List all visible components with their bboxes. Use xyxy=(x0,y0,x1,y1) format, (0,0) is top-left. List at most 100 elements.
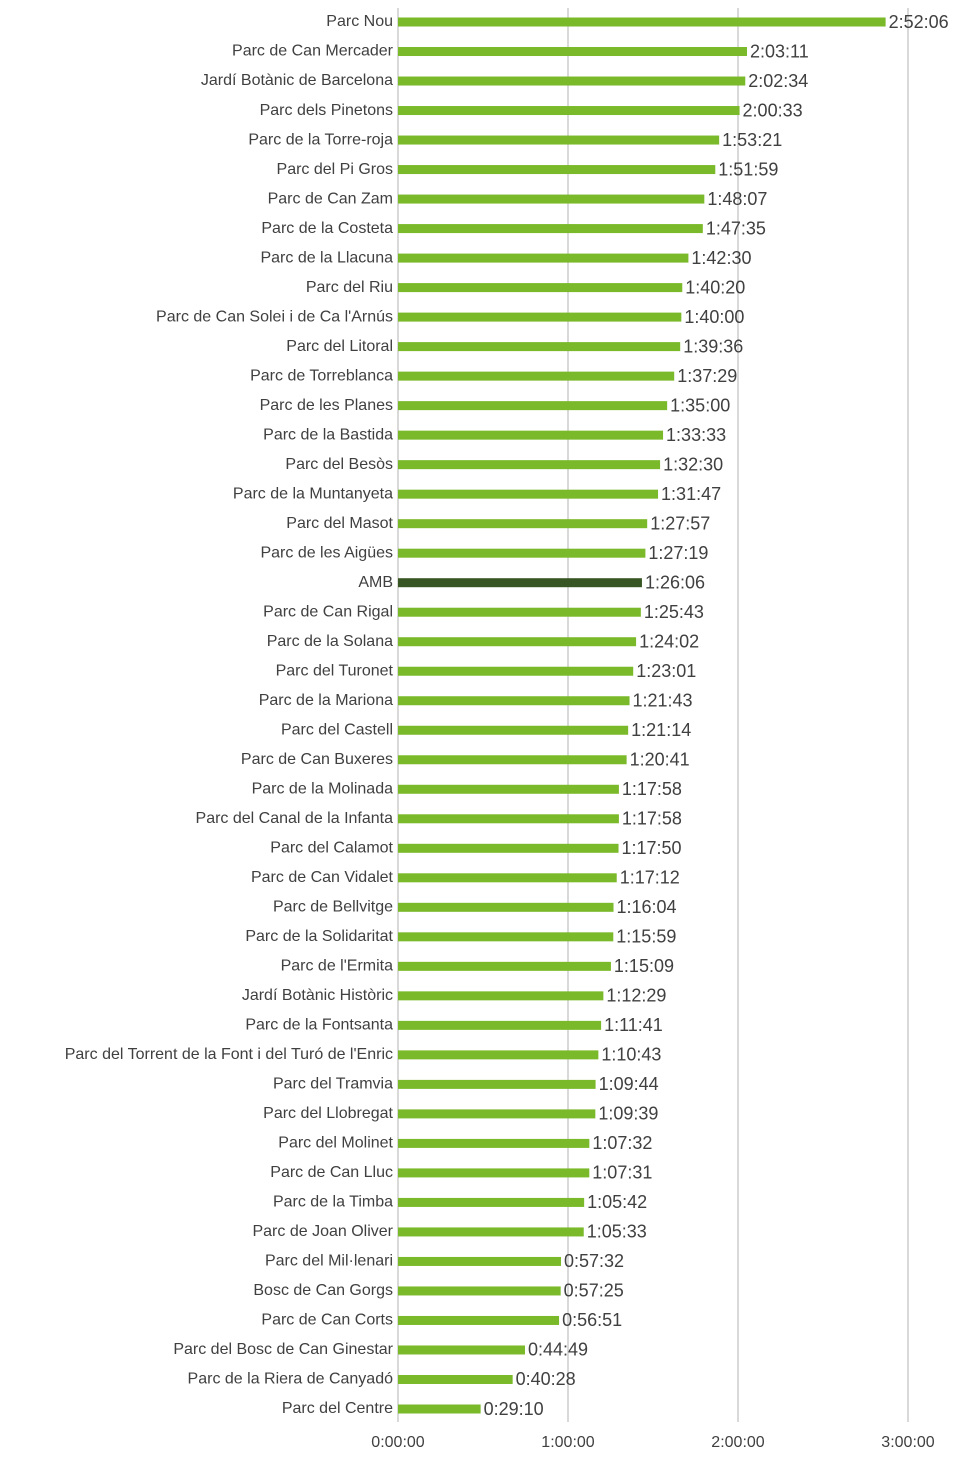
data-label: 1:17:58 xyxy=(622,779,682,799)
y-tick-label: Parc de la Fontsanta xyxy=(245,1017,393,1034)
bar xyxy=(398,1197,585,1207)
y-tick-label: Jardí Botànic Històric xyxy=(242,987,393,1004)
y-tick-label: Parc del Canal de la Infanta xyxy=(196,810,394,827)
y-tick-label: Parc del Llobregat xyxy=(263,1105,393,1122)
y-tick-label: Parc del Bosc de Can Ginestar xyxy=(173,1341,393,1358)
data-label: 1:10:43 xyxy=(601,1045,661,1065)
bar xyxy=(398,1227,584,1237)
y-tick-label: Parc de la Solidaritat xyxy=(245,928,393,945)
y-tick-label: Parc del Centre xyxy=(282,1400,393,1417)
bar xyxy=(398,1168,590,1178)
bar xyxy=(398,1138,590,1148)
data-label: 1:20:41 xyxy=(630,750,690,770)
bar xyxy=(398,17,886,27)
x-tick-label: 1:00:00 xyxy=(541,1434,594,1451)
data-label: 1:42:30 xyxy=(691,248,751,268)
data-label: 1:24:02 xyxy=(639,631,699,651)
x-tick-label: 3:00:00 xyxy=(881,1434,934,1451)
bar xyxy=(398,991,604,1001)
bar xyxy=(398,430,664,440)
data-label: 1:23:01 xyxy=(636,661,696,681)
y-tick-label: Parc de la Solana xyxy=(267,633,393,650)
y-tick-label: Parc del Mil·lenari xyxy=(265,1253,393,1270)
data-label: 1:12:29 xyxy=(606,986,666,1006)
bar xyxy=(398,1286,561,1296)
bar xyxy=(398,194,705,204)
y-tick-label: Parc de Joan Oliver xyxy=(252,1223,393,1240)
y-tick-label: Parc del Turonet xyxy=(276,662,394,679)
data-label: 1:05:33 xyxy=(587,1222,647,1242)
data-label: 1:35:00 xyxy=(670,395,730,415)
bar xyxy=(398,106,740,116)
y-tick-label: Parc del Castell xyxy=(281,721,393,738)
bar xyxy=(398,755,627,765)
data-label: 1:26:06 xyxy=(645,572,705,592)
data-label: 1:25:43 xyxy=(644,602,704,622)
data-label: 1:40:00 xyxy=(684,307,744,327)
y-tick-label: Parc de Bellvitge xyxy=(273,899,393,916)
bar xyxy=(398,1109,596,1119)
y-tick-label: Parc de la Llacuna xyxy=(260,249,393,266)
y-tick-label: Parc del Calamot xyxy=(270,840,393,857)
y-tick-label: Parc del Litoral xyxy=(286,338,393,355)
data-label: 0:56:51 xyxy=(562,1310,622,1330)
data-label: 1:39:36 xyxy=(683,336,743,356)
y-tick-label: Parc de l'Ermita xyxy=(281,958,394,975)
y-tick-label: Parc del Molinet xyxy=(278,1135,393,1152)
y-tick-label: Parc de les Aigües xyxy=(260,544,393,561)
y-tick-label: Parc del Torrent de la Font i del Turó d… xyxy=(65,1046,393,1063)
data-label: 1:40:20 xyxy=(685,277,745,297)
bar xyxy=(398,873,617,883)
y-tick-label: Parc de la Bastida xyxy=(263,426,393,443)
bar xyxy=(398,725,629,735)
data-label: 1:21:43 xyxy=(633,690,693,710)
y-tick-label: Parc de la Molinada xyxy=(252,780,394,797)
x-tick-label: 0:00:00 xyxy=(371,1434,424,1451)
bar xyxy=(398,47,748,57)
y-tick-label: Parc del Riu xyxy=(306,279,393,296)
y-tick-label: Parc de Can Rigal xyxy=(263,603,393,620)
bar xyxy=(398,1404,481,1414)
data-label: 1:15:59 xyxy=(616,927,676,947)
bar xyxy=(398,1020,602,1030)
y-tick-label: Parc de la Torre-roja xyxy=(248,131,393,148)
data-label: 1:47:35 xyxy=(706,218,766,238)
bar xyxy=(398,1345,525,1355)
bar xyxy=(398,342,681,352)
bar xyxy=(398,637,637,647)
bar xyxy=(398,489,659,499)
bar xyxy=(398,843,619,853)
data-label: 1:15:09 xyxy=(614,956,674,976)
y-tick-label: Parc de les Planes xyxy=(260,397,393,414)
data-label: 1:17:50 xyxy=(622,838,682,858)
y-tick-label: Parc del Masot xyxy=(286,515,393,532)
bar xyxy=(398,1256,562,1266)
bar xyxy=(398,283,683,293)
y-tick-label: Parc de la Costeta xyxy=(261,220,393,237)
y-tick-label: Parc Nou xyxy=(326,13,393,30)
data-label: 2:02:34 xyxy=(748,71,808,91)
data-label: 1:27:19 xyxy=(648,543,708,563)
data-label: 2:52:06 xyxy=(889,12,949,32)
y-tick-label: Parc del Pi Gros xyxy=(277,161,393,178)
bar xyxy=(398,253,689,263)
data-label: 1:33:33 xyxy=(666,425,726,445)
bar xyxy=(398,696,630,706)
bar xyxy=(398,961,611,971)
y-tick-label: AMB xyxy=(358,574,393,591)
y-tick-label: Parc de Can Solei i de Ca l'Arnús xyxy=(156,308,393,325)
bar xyxy=(398,548,646,558)
y-tick-label: Parc de la Timba xyxy=(273,1194,393,1211)
y-tick-label: Parc de Can Vidalet xyxy=(251,869,394,886)
bar xyxy=(398,519,648,529)
bar xyxy=(398,371,675,381)
bar xyxy=(398,607,641,617)
data-label: 0:29:10 xyxy=(484,1399,544,1419)
data-label: 0:57:25 xyxy=(564,1281,624,1301)
data-label: 0:57:32 xyxy=(564,1251,624,1271)
data-label: 1:51:59 xyxy=(718,159,778,179)
data-label: 2:00:33 xyxy=(743,100,803,120)
bar xyxy=(398,814,619,824)
bar xyxy=(398,1315,560,1325)
